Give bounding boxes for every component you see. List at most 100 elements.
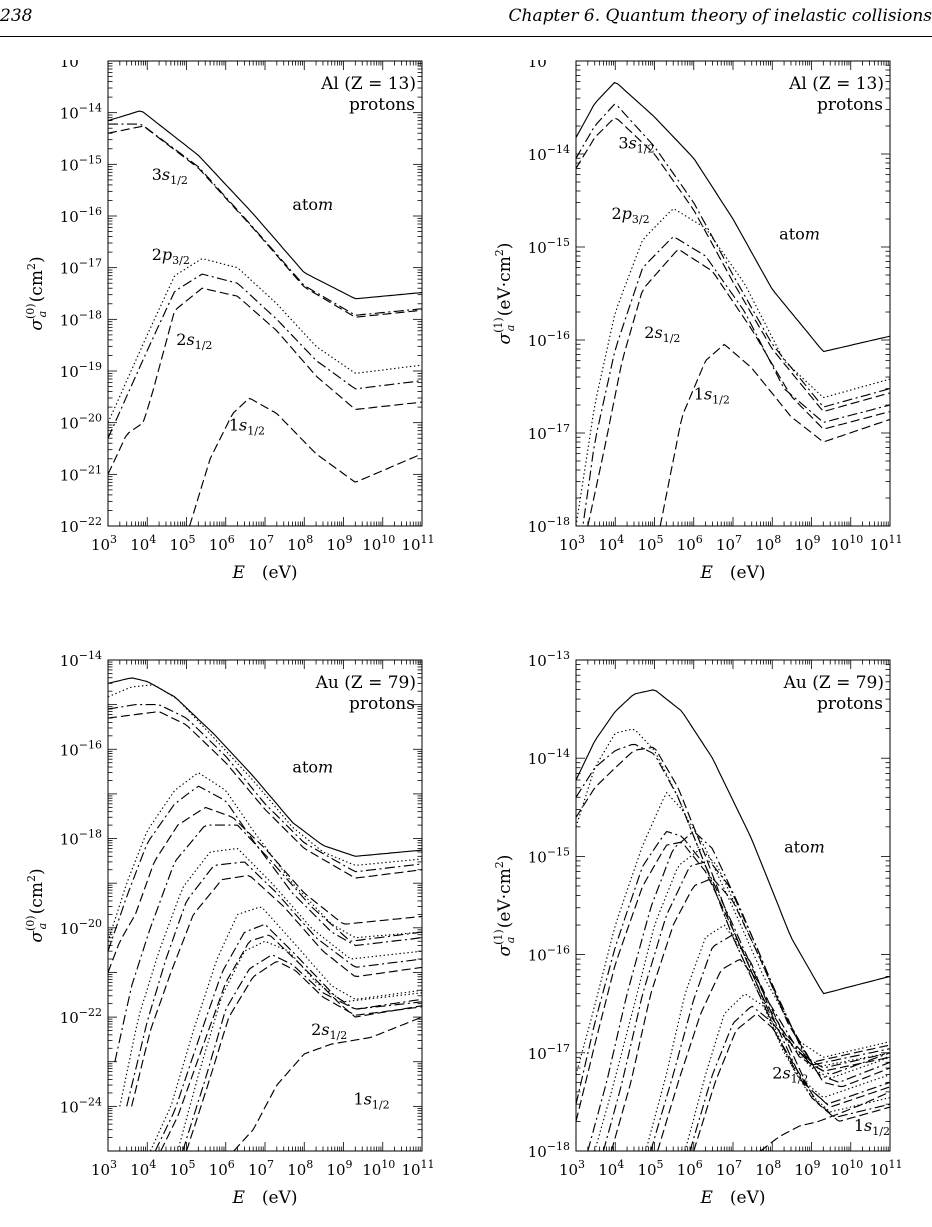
panel-0-x-tick-label: 1011	[401, 533, 434, 554]
panel-2-tick-marks	[107, 659, 423, 1152]
panel-1-y-tick-label: 10−15	[528, 236, 570, 257]
panel-0-plot-frame	[107, 60, 423, 527]
panel-1-series	[576, 81, 890, 526]
panel-1-x-tick-label: 107	[716, 533, 742, 554]
panel-2-y-axis-label: σ(0)a (cm2)	[24, 868, 49, 942]
panel-2-series-13-line	[160, 934, 422, 1151]
panel-3-x-tick-label: 105	[637, 1158, 663, 1179]
panel-3-tick-marks	[575, 659, 891, 1152]
panel-3-series-15-line	[689, 1005, 890, 1151]
panel-3-series-9-line	[602, 860, 890, 1151]
panel-2-series-2-line	[108, 704, 422, 873]
panel-1-series-6-line	[659, 343, 890, 526]
panel-1-series-3-line	[576, 208, 890, 526]
running-head: Chapter 6. Quantum theory of inelastic c…	[508, 6, 932, 26]
panel-1-annotation-element: Al (Z = 13)	[788, 74, 884, 94]
panel-1-curve-label-0: 3s1/2	[618, 133, 654, 155]
panel-0-y-tick-label: 10−17	[60, 257, 102, 278]
page-number: 238	[0, 6, 33, 26]
panel-1-series-2-line	[576, 117, 890, 413]
panel-1-x-tick-label: 104	[598, 533, 624, 554]
panel-3-x-axis-label: E (eV)	[699, 1188, 765, 1208]
panel-2-annotation-element: Au (Z = 79)	[315, 673, 416, 693]
panel-0-y-tick-label: 10−14	[60, 102, 102, 123]
panel-1-x-tick-label: 108	[755, 533, 781, 554]
panel-1-annotation-projectile: protons	[817, 95, 883, 115]
panel-0-series-1-line	[108, 123, 422, 316]
panel-0-x-tick-label: 107	[248, 533, 274, 554]
panel-0-y-tick-label: 10−13	[60, 60, 102, 71]
panel-2-x-tick-label: 104	[130, 1158, 156, 1179]
panel-2-annotation-projectile: protons	[349, 694, 415, 714]
panel-0-y-tick-label: 10−22	[60, 515, 102, 536]
panel-1-x-tick-label: 109	[794, 533, 820, 554]
panel-0-y-tick-label: 10−18	[60, 308, 102, 329]
panel-0-x-tick-label: 109	[326, 533, 352, 554]
panel-2-plot-frame	[107, 659, 423, 1152]
panel-3-x-tick-label: 103	[559, 1158, 585, 1179]
panel-3-series-5-line	[576, 830, 890, 1105]
panel-3-series-7-line	[587, 832, 890, 1151]
panel-2-x-tick-label: 106	[209, 1158, 235, 1179]
panel-2-y-tick-label: 10−22	[60, 1006, 102, 1027]
page-header: 238 Chapter 6. Quantum theory of inelast…	[0, 0, 932, 50]
panel-2-series	[108, 677, 422, 1151]
panel-3-series-0-line	[576, 689, 890, 995]
panel-top-right: 103 104 105 106 107 108 109 1010 1011 10−13 10−14 1…	[492, 60, 903, 583]
panel-2-y-tick-label: 10−20	[60, 917, 102, 938]
panel-1-y-tick-label: 10−13	[528, 60, 570, 71]
panel-1-y-tick-label: 10−18	[528, 515, 570, 536]
panel-2-series-10-line	[131, 875, 422, 1107]
panel-3-y-tick-label: 10−16	[528, 944, 570, 965]
panel-0-x-tick-label: 105	[169, 533, 195, 554]
figure-four-panels: 103 104 105 106 107 108 109 1010 1011 10−13 10−14 1…	[24, 60, 903, 1208]
panel-2-curve-label-2: 1s1/2	[354, 1090, 390, 1112]
panel-3-x-tick-label: 107	[716, 1158, 742, 1179]
panel-2-x-tick-label: 108	[287, 1158, 313, 1179]
panel-2-y-tick-label: 10−18	[60, 828, 102, 849]
panel-0-x-axis-label: E (eV)	[231, 563, 297, 583]
panel-2-series-5-line	[108, 785, 422, 952]
panel-0-x-tick-label: 1010	[362, 533, 395, 554]
panel-3-x-tick-label: 108	[755, 1158, 781, 1179]
panel-3-series-10-line	[610, 878, 890, 1151]
panel-3-series-1-line	[576, 728, 890, 1069]
panel-1-curve-label-3: 2s1/2	[644, 323, 680, 345]
panel-0-series-0-line	[108, 110, 422, 300]
panel-1-curve-label-1: 2p3/2	[611, 204, 649, 226]
panel-3-x-tick-label: 1010	[830, 1158, 863, 1179]
panel-0-curve-label-2: 2p3/2	[152, 245, 190, 267]
panel-0-curve-label-4: 1s1/2	[229, 416, 265, 438]
panel-1-tick-marks	[575, 60, 891, 527]
panel-3-series-13-line	[657, 958, 890, 1151]
panel-1-y-tick-label: 10−14	[528, 143, 570, 164]
panel-3-series-11-line	[645, 924, 890, 1151]
panel-1-series-0-line	[576, 81, 890, 353]
panel-1-x-tick-label: 1010	[830, 533, 863, 554]
panel-2-series-16-line	[185, 961, 422, 1151]
panel-0-series-4-line	[108, 273, 422, 439]
panel-2-series-6-line	[108, 806, 422, 973]
panel-2-y-tick-label: 10−24	[60, 1095, 102, 1116]
panel-1-curve-label-4: 1s1/2	[694, 384, 730, 406]
panel-3-y-tick-label: 10−13	[528, 649, 570, 670]
panel-3-annotation-element: Au (Z = 79)	[783, 673, 884, 693]
panel-3-series-3-line	[576, 746, 890, 1063]
panel-0-annotation-element: Al (Z = 13)	[320, 74, 416, 94]
panel-1-y-axis-label: σ(1)a (eV·cm2)	[492, 243, 517, 345]
panel-3-x-tick-label: 109	[794, 1158, 820, 1179]
panel-3-x-tick-label: 104	[598, 1158, 624, 1179]
panel-3-y-axis-label: σ(1)a (eV·cm2)	[492, 855, 517, 957]
panel-1-series-5-line	[587, 248, 890, 526]
panel-3-x-tick-label: 1011	[869, 1158, 902, 1179]
panel-1-x-axis-label: E (eV)	[699, 563, 765, 583]
panel-3-x-tick-label: 106	[677, 1158, 703, 1179]
panel-1-y-tick-label: 10−16	[528, 329, 570, 350]
panel-0-series	[108, 110, 422, 526]
panel-2-series-9-line	[126, 861, 422, 1107]
panel-3-series-16-line	[693, 1013, 890, 1151]
panel-0-x-tick-label: 103	[91, 533, 117, 554]
panel-2-series-11-line	[149, 906, 422, 1151]
panel-2-series-8-line	[119, 847, 422, 1107]
panel-0-y-tick-label: 10−16	[60, 205, 102, 226]
